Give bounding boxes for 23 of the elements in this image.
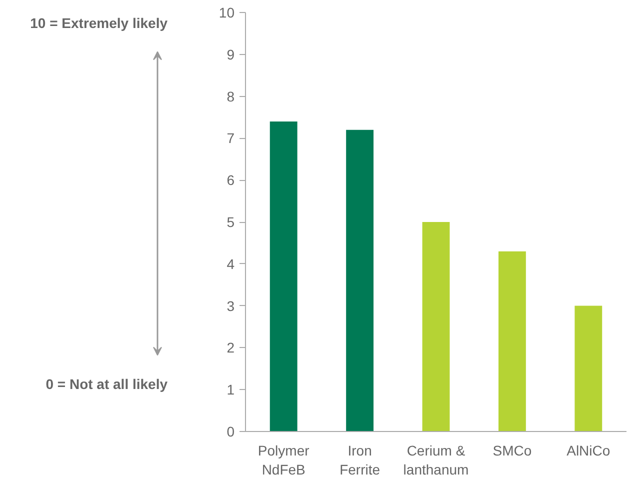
- bar: [346, 130, 374, 432]
- y-tick-label: 3: [226, 298, 235, 314]
- y-tick-label: 4: [226, 256, 235, 272]
- y-tick-label: 2: [226, 340, 235, 356]
- y-tick-label: 5: [226, 214, 235, 230]
- bar: [422, 222, 450, 432]
- bar: [574, 306, 602, 432]
- y-tick-label: 6: [226, 172, 235, 188]
- y-tick-label: 8: [226, 88, 235, 104]
- x-tick-label: SMCo: [492, 442, 532, 458]
- x-tick-label: Cerium & lanthanum: [403, 442, 469, 478]
- x-tick-label: Polymer NdFeB: [258, 442, 310, 478]
- bar: [498, 251, 526, 432]
- bar: [270, 121, 298, 432]
- y-tick-label: 7: [226, 130, 235, 146]
- x-tick-label: Iron Ferrite: [340, 442, 380, 478]
- y-tick-label: 9: [226, 46, 235, 62]
- text: 10 = Extremely likely: [30, 14, 168, 31]
- y-tick-label: 1: [226, 382, 235, 398]
- y-tick-label: 0: [226, 424, 235, 440]
- x-tick-label: AlNiCo: [566, 442, 610, 458]
- y-tick-label: 10: [218, 4, 235, 20]
- text: 0 = Not at all likely: [46, 376, 168, 392]
